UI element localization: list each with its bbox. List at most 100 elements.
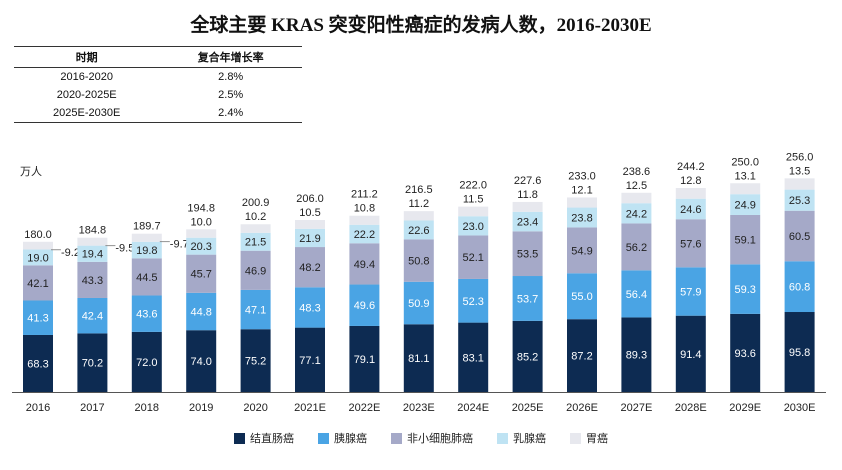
- total-label: 250.0: [731, 156, 759, 168]
- legend-swatch: [570, 432, 581, 444]
- data-label: 10.0: [190, 216, 211, 228]
- legend-item: 胃癌: [570, 430, 608, 446]
- data-label: 79.1: [354, 354, 375, 366]
- bar-segment: [240, 289, 271, 330]
- legend-item: 非小细胞肺癌: [391, 430, 473, 446]
- x-tick-label: 2028E: [675, 402, 707, 414]
- x-tick-label: 2019: [189, 402, 213, 414]
- bar-segment: [403, 220, 434, 240]
- bar-segment: [675, 219, 706, 268]
- data-label: 56.2: [626, 242, 647, 254]
- bar-segment: [131, 233, 162, 242]
- data-label: 53.5: [517, 249, 538, 261]
- data-label: 85.2: [517, 351, 538, 363]
- x-tick-label: 2024E: [457, 402, 489, 414]
- data-label: 77.1: [299, 355, 320, 367]
- total-label: 200.9: [242, 197, 270, 209]
- total-label: 244.2: [677, 161, 705, 173]
- bar-segment: [23, 249, 53, 266]
- data-label: 52.1: [462, 252, 483, 264]
- data-label: 50.9: [408, 298, 429, 310]
- data-label: 50.8: [408, 256, 429, 268]
- data-label: 91.4: [680, 349, 701, 361]
- cagr-rate: 2.4%: [159, 104, 302, 123]
- total-label: 222.0: [459, 180, 487, 192]
- data-label: 41.3: [27, 313, 48, 325]
- data-label: 42.1: [27, 278, 48, 290]
- bar-segment: [23, 241, 53, 250]
- bar-segment: [621, 223, 652, 271]
- data-label: 57.6: [680, 238, 701, 250]
- bar-segment: [512, 231, 543, 277]
- data-label: 74.0: [190, 356, 211, 368]
- bar-segment: [403, 324, 434, 392]
- data-label: 47.1: [245, 305, 266, 317]
- x-tick-label: 2026E: [566, 402, 598, 414]
- bar-segment: [240, 329, 271, 392]
- bar-segment: [458, 235, 489, 279]
- bar-segment: [186, 229, 217, 238]
- bar-segment: [295, 327, 325, 392]
- data-label: 48.2: [299, 262, 320, 274]
- legend-item: 胰腺癌: [318, 430, 367, 446]
- data-label: 21.9: [299, 233, 320, 245]
- bar-segment: [675, 188, 706, 199]
- legend-swatch: [318, 432, 329, 444]
- data-label: 43.6: [136, 309, 157, 321]
- data-label: 52.3: [462, 296, 483, 308]
- bar-segment: [349, 215, 380, 225]
- data-label: 55.0: [571, 291, 592, 303]
- total-label: 189.7: [133, 221, 161, 233]
- data-label: 10.5: [299, 207, 320, 219]
- total-label: 184.8: [79, 225, 107, 237]
- bar-segment: [131, 241, 162, 259]
- bar-segment: [784, 261, 815, 313]
- bar-segment: [23, 300, 53, 335]
- bar-segment: [730, 264, 761, 314]
- data-label: 22.2: [354, 229, 375, 241]
- bar-segment: [295, 228, 325, 248]
- data-label: 19.8: [136, 245, 157, 257]
- data-label: 60.8: [789, 282, 810, 294]
- bar-segment: [403, 239, 434, 282]
- bar-segment: [77, 237, 108, 246]
- data-label: 57.9: [680, 287, 701, 299]
- bar-segment: [131, 331, 162, 392]
- legend-swatch: [391, 432, 402, 444]
- data-label: 23.8: [571, 212, 592, 224]
- data-label: 23.0: [462, 221, 483, 233]
- legend-swatch: [497, 432, 508, 444]
- bar-segment: [186, 237, 217, 255]
- bar-segment: [77, 261, 108, 298]
- bar-segment: [567, 197, 597, 208]
- total-label: 238.6: [623, 166, 651, 178]
- data-label: 81.1: [408, 353, 429, 365]
- bar-segment: [186, 292, 217, 331]
- cagr-rate: 2.8%: [218, 71, 244, 83]
- data-label: 19.4: [82, 249, 103, 261]
- bar-segment: [784, 312, 815, 392]
- legend-swatch: [234, 432, 245, 444]
- bar-segment: [131, 258, 162, 296]
- data-label: 11.2: [409, 198, 430, 210]
- cagr-header-period: 时期: [14, 46, 160, 68]
- data-label: 43.3: [82, 275, 103, 287]
- data-label: 83.1: [462, 352, 483, 364]
- bar-segment: [567, 207, 597, 228]
- cagr-period: 2025E-2030E: [14, 104, 160, 123]
- data-label: 89.3: [626, 350, 647, 362]
- bar-segment: [512, 211, 543, 232]
- total-label: 216.5: [405, 184, 433, 196]
- x-tick-label: 2030E: [784, 402, 816, 414]
- bar-segment: [403, 281, 434, 325]
- cagr-table-header: 时期 复合年增长率: [14, 46, 302, 68]
- bar-segment: [240, 232, 271, 251]
- data-label: 12.1: [571, 184, 592, 196]
- data-label: 46.9: [245, 265, 266, 277]
- cagr-period: 2020-2025E: [56, 89, 117, 101]
- data-label: 72.0: [136, 357, 157, 369]
- total-label: 180.0: [24, 229, 52, 241]
- data-label: 42.4: [82, 311, 103, 323]
- data-label: 22.6: [408, 225, 429, 237]
